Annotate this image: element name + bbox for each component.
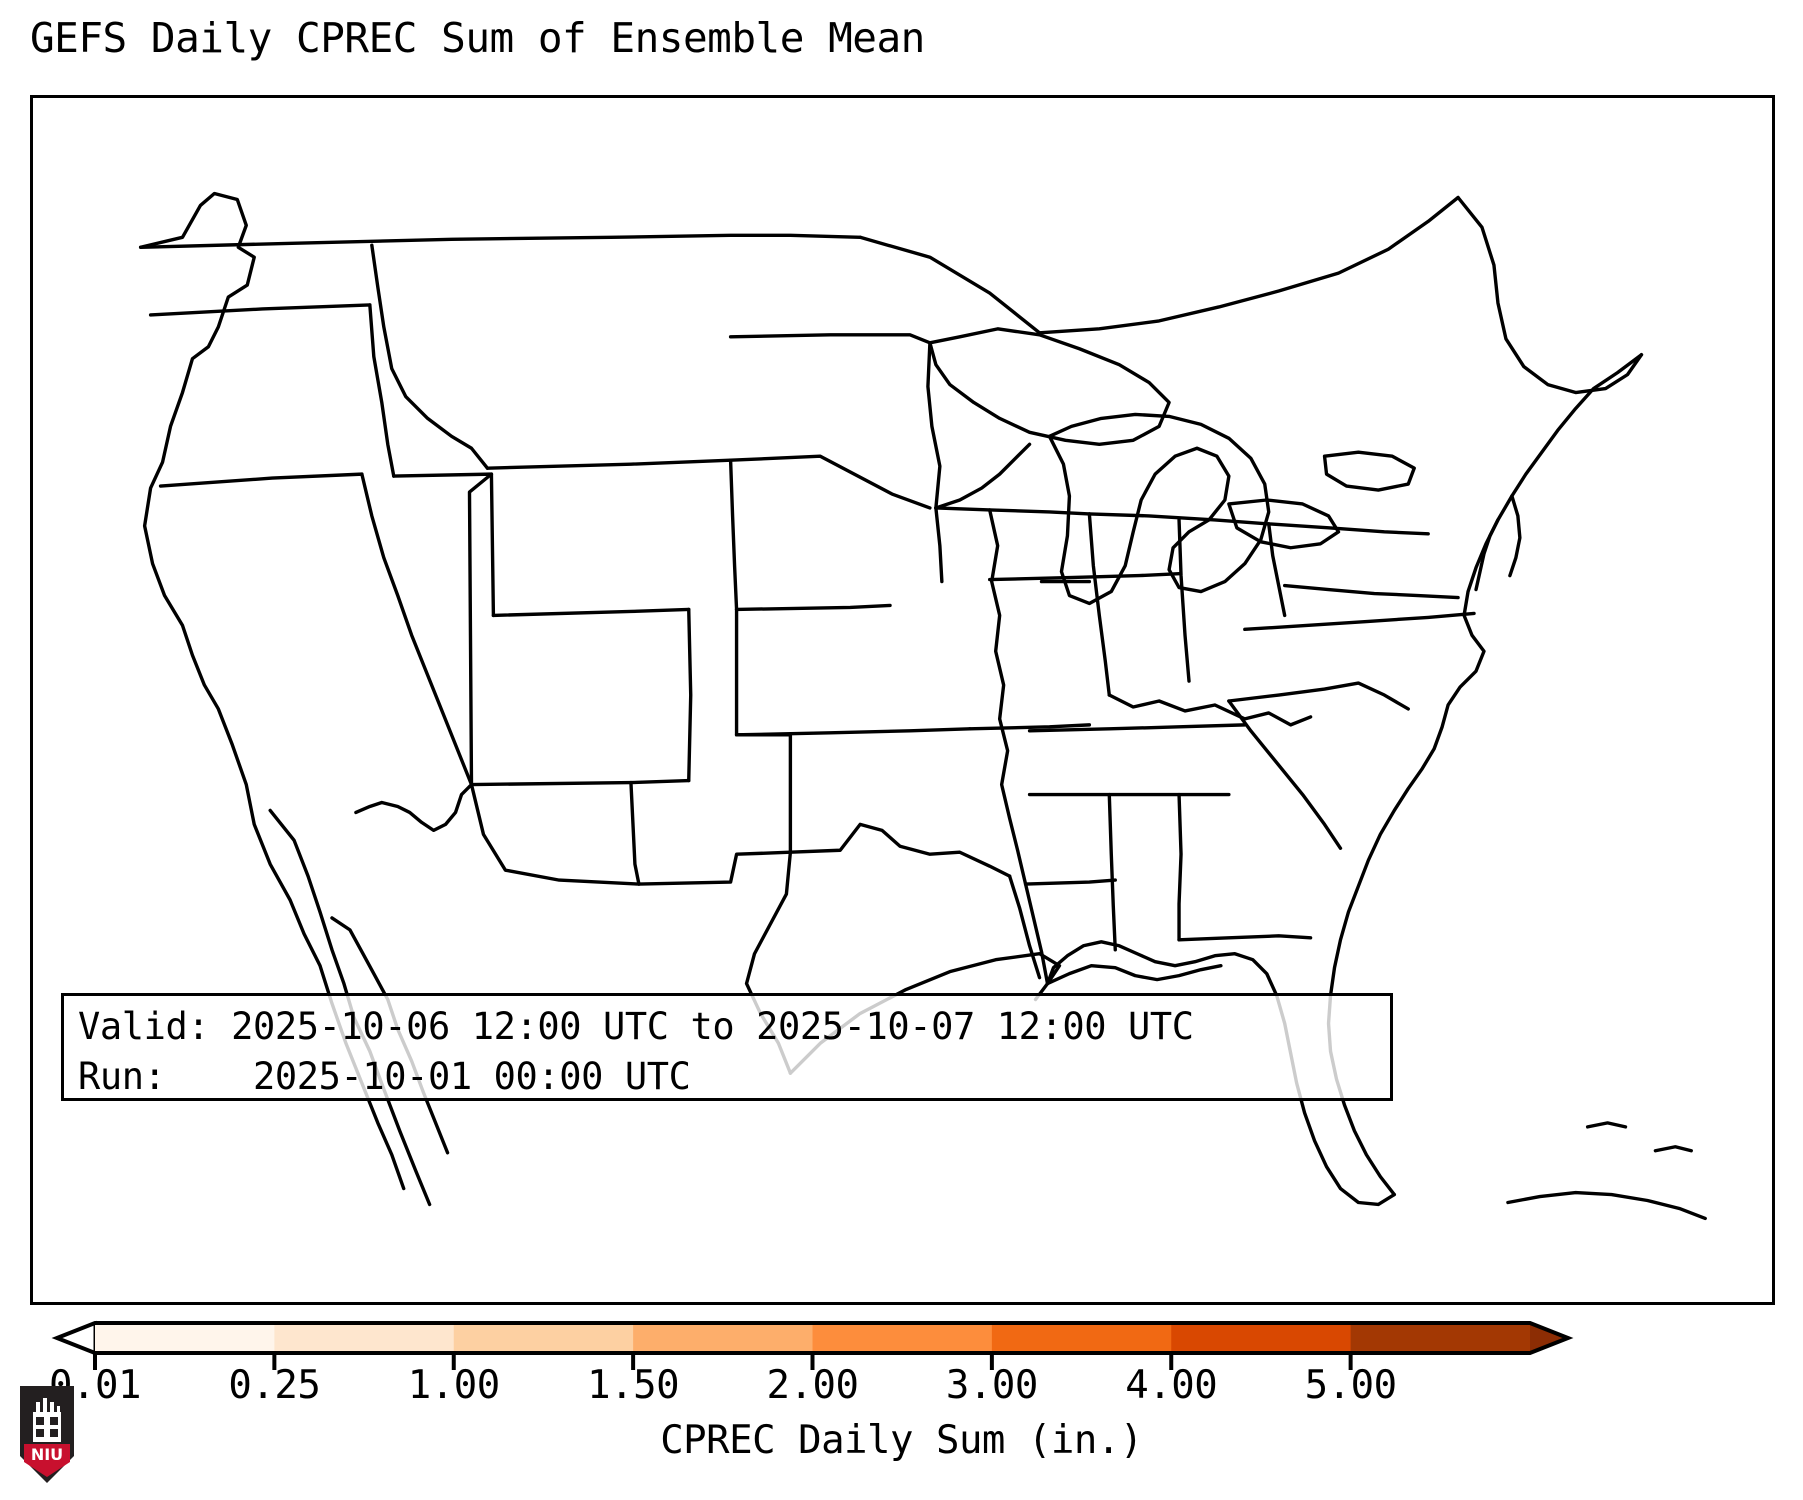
niu-logo: NIU: [20, 1386, 74, 1483]
colorbar-tick-1-00: 1.00: [407, 1363, 500, 1408]
valid-time-line: Valid: 2025-10-06 12:00 UTC to 2025-10-0…: [78, 1005, 1194, 1048]
colorbar-tick-4-00: 4.00: [1125, 1363, 1218, 1408]
state-borders: [138, 191, 1707, 1221]
colorbar-gradient: [51, 1320, 1574, 1370]
colorbar-axis-label: CPREC Daily Sum (in.): [660, 1418, 1143, 1463]
run-time-line: Run: 2025-10-01 00:00 UTC: [78, 1055, 691, 1098]
precipitation-heatmap: [33, 98, 1772, 1302]
castle-tower-icon: [33, 1398, 61, 1442]
niu-band: [24, 1444, 70, 1477]
colorbar-tick-0-25: 0.25: [228, 1363, 321, 1408]
colorbar-tick-2-00: 2.00: [766, 1363, 859, 1408]
colorbar-tick-3-00: 3.00: [945, 1363, 1038, 1408]
map-panel: Valid: 2025-10-06 12:00 UTC to 2025-10-0…: [30, 95, 1775, 1305]
forecast-info-box: Valid: 2025-10-06 12:00 UTC to 2025-10-0…: [61, 993, 1393, 1101]
colorbar-panel: 0.01 0.25 1.00 1.50 2.00 3.00 4.00 5.00 CPREC D…: [0, 1315, 1803, 1500]
niu-wordmark: NIU: [31, 1445, 63, 1464]
page-title: GEFS Daily CPREC Sum of Ensemble Mean: [30, 14, 925, 62]
colorbar-tick-5-00: 5.00: [1304, 1363, 1397, 1408]
colorbar-tick-1-50: 1.50: [587, 1363, 680, 1408]
map-boundaries-overlay: [138, 191, 1707, 1221]
